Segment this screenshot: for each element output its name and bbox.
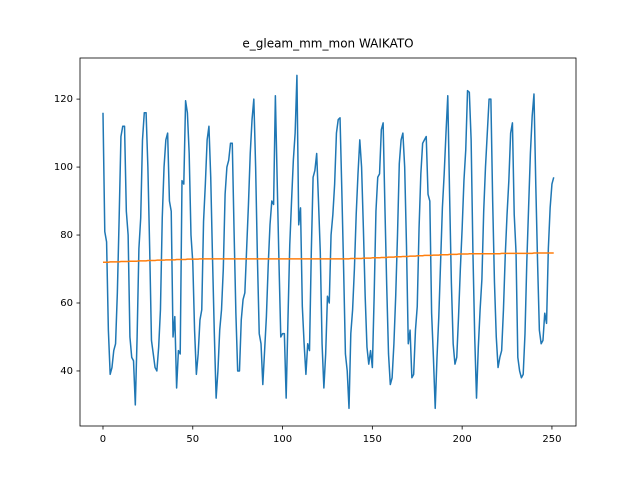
x-tick-label: 150	[363, 434, 382, 445]
x-tick-label: 250	[542, 434, 561, 445]
x-tick-label: 50	[186, 434, 199, 445]
plot-frame	[79, 57, 577, 427]
y-tick-label: 80	[60, 230, 73, 241]
data-line	[102, 252, 554, 263]
y-tick-label: 60	[60, 298, 73, 309]
y-tick-label: 120	[54, 94, 73, 105]
x-tick-label: 100	[273, 434, 292, 445]
y-tick-label: 100	[54, 162, 73, 173]
chart-title: e_gleam_mm_mon WAIKATO	[242, 37, 413, 51]
x-tick-label: 0	[100, 434, 106, 445]
y-tick-label: 40	[60, 366, 73, 377]
data-line	[102, 74, 555, 410]
x-tick-label: 200	[453, 434, 472, 445]
